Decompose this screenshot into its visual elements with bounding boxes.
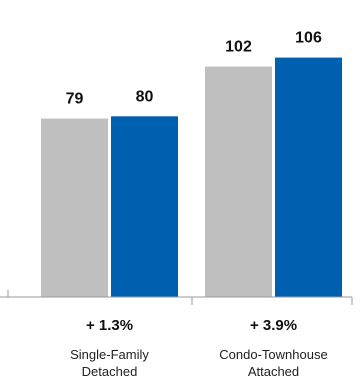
bar-1-series-1: [41, 118, 108, 297]
value-labels: 79 80 102 106: [66, 30, 322, 108]
category-label-2-line-2: Attached: [248, 364, 299, 379]
value-label-1-2: 80: [136, 88, 154, 105]
bar-1-series-2: [111, 116, 178, 297]
bar-2-series-1: [205, 66, 272, 297]
change-label-2: + 3.9%: [250, 317, 297, 334]
category-label-1-line-1: Single-Family: [70, 347, 149, 362]
bar-2-series-2: [275, 57, 342, 297]
change-label-1: + 1.3%: [86, 317, 133, 334]
value-label-2-2: 106: [295, 30, 322, 47]
category-label-1-line-2: Detached: [82, 364, 138, 379]
value-label-2-1: 102: [225, 39, 252, 56]
value-label-1-1: 79: [66, 91, 84, 108]
category-labels: + 1.3% Single-Family Detached + 3.9% Condo-T…: [70, 317, 328, 379]
category-label-2-line-1: Condo-Townhouse: [219, 347, 327, 362]
bars: [41, 57, 342, 297]
